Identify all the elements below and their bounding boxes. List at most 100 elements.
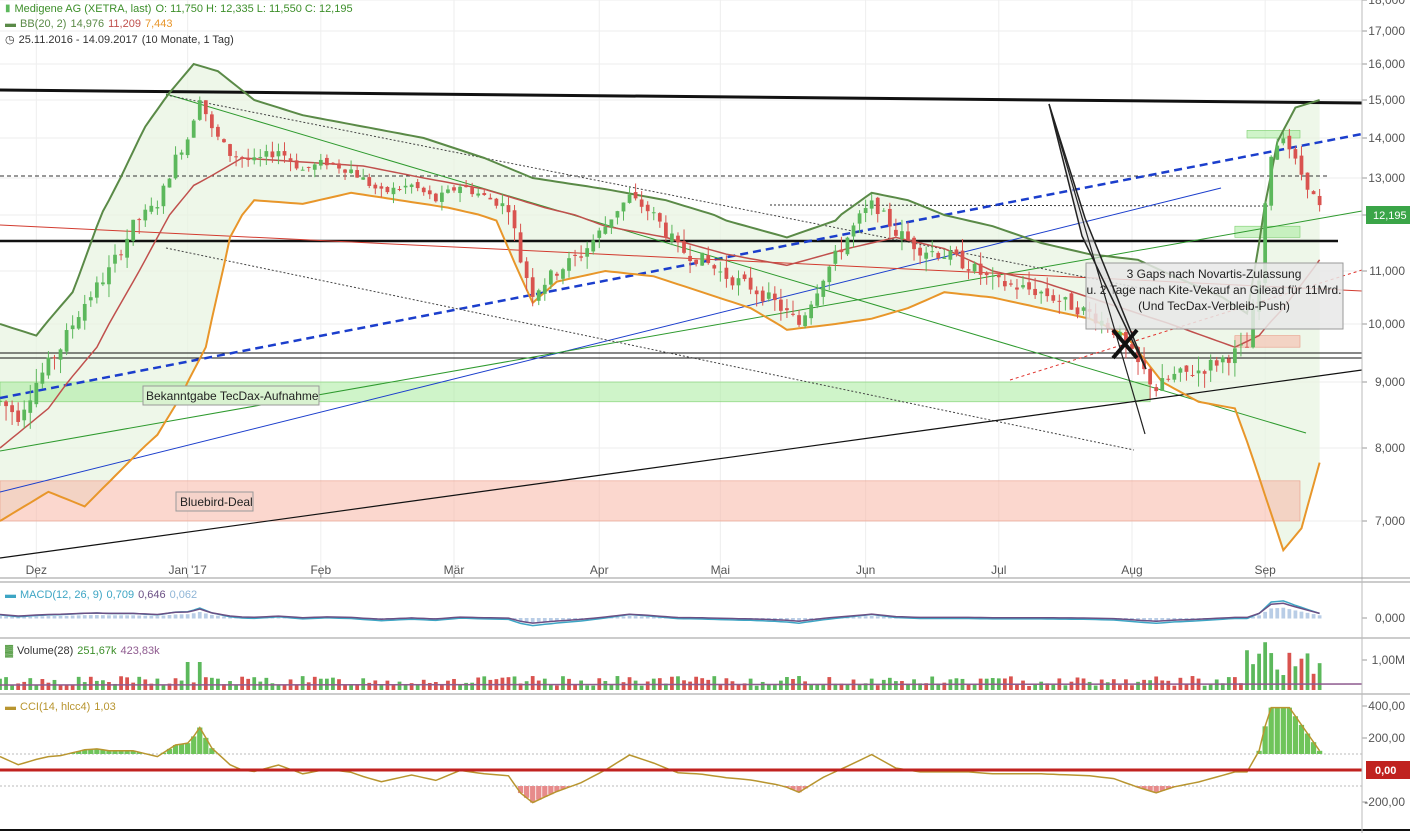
candlestick-series[interactable]: [0, 96, 1322, 429]
macd-histogram-bar: [1299, 611, 1304, 619]
macd-histogram-bar: [1293, 610, 1298, 619]
macd-zero-label: 0,000: [1375, 611, 1405, 625]
candle-body: [603, 226, 608, 234]
candle-body: [1311, 191, 1316, 195]
candle-body: [785, 308, 789, 311]
candle-body: [101, 282, 105, 285]
candle-body: [337, 163, 341, 169]
candle-body: [173, 154, 178, 179]
candle-body: [791, 313, 795, 315]
candle-body: [839, 249, 844, 253]
volume-bar: [621, 682, 626, 690]
volume-bar: [70, 684, 75, 690]
macd-histogram-bar: [797, 618, 801, 622]
candle-body: [433, 193, 438, 202]
downtrend-channel[interactable]: [1048, 103, 1147, 370]
channel-lower-line[interactable]: [1048, 103, 1146, 435]
candle-body: [385, 186, 390, 193]
candle-body: [113, 254, 117, 264]
volume-icon: ▓: [5, 645, 14, 658]
candle-body: [264, 151, 269, 157]
candle-body: [1063, 297, 1068, 300]
volume-bar: [548, 684, 553, 690]
cci-label: CCI(14, hlcc4): [20, 701, 91, 713]
bb-label: BB(20, 2): [20, 18, 67, 30]
macd-v2: 0,646: [138, 589, 166, 601]
gaps-annotation-line1: 3 Gaps nach Novartis-Zulassung: [1127, 267, 1302, 281]
volume-bar: [76, 676, 81, 690]
macd-histogram-bar: [657, 617, 662, 619]
candle-body: [240, 157, 245, 159]
macd-histogram-bar: [1166, 618, 1171, 622]
volume-bar: [906, 683, 910, 690]
volume-bar: [875, 685, 880, 690]
volume-bar: [555, 685, 559, 690]
macd-histogram-bar: [627, 615, 632, 619]
macd-histogram-bar: [155, 616, 160, 619]
price-tick-label: 17,000: [1368, 24, 1405, 38]
macd-histogram-bar: [530, 618, 535, 624]
volume-bar: [772, 685, 777, 690]
candle-body: [1202, 371, 1207, 374]
range-note: (10 Monate, 1 Tag): [141, 34, 234, 46]
volume-ma-line: [0, 683, 1363, 686]
volume-bar: [46, 682, 51, 690]
candle-body: [391, 187, 396, 195]
volume-bar: [1117, 685, 1122, 690]
macd-histogram-bar: [869, 615, 874, 619]
macd-histogram-bar: [542, 618, 547, 623]
macd-histogram-bar: [270, 617, 275, 619]
macd-histogram-bar: [851, 617, 856, 619]
price-tick-label: 8,000: [1375, 441, 1405, 455]
candle-body: [1293, 149, 1298, 159]
cci-tick-label: 200,00: [1368, 731, 1405, 745]
time-tick-label: Sep: [1254, 563, 1276, 577]
candle-body: [34, 382, 39, 405]
candle-body: [1075, 307, 1080, 315]
macd-histogram-bar: [1148, 618, 1153, 622]
candle-body: [476, 193, 481, 196]
candle-body: [440, 192, 444, 202]
candle-body: [887, 208, 892, 227]
candle-body: [125, 238, 129, 258]
macd-histogram-bar: [161, 615, 166, 619]
cci-icon: ▬: [5, 701, 16, 714]
time-tick-label: Aug: [1121, 563, 1142, 577]
candle-body: [663, 222, 668, 238]
candle-body: [851, 225, 856, 237]
macd-v1: 0,709: [106, 589, 135, 601]
macd-histogram-bar: [216, 615, 220, 619]
volume-bar: [1299, 658, 1304, 690]
candle-body: [185, 139, 190, 156]
candle-body: [700, 252, 705, 266]
volume-bar: [264, 677, 269, 690]
volume-bar: [300, 676, 305, 690]
candle-body: [657, 213, 662, 222]
macd-histogram-bar: [548, 618, 553, 622]
macd-histogram-bar: [1269, 608, 1274, 619]
macd-histogram-bar: [881, 616, 886, 619]
macd-histogram-bar: [621, 616, 626, 619]
candle-body: [1190, 374, 1195, 376]
candle-body: [161, 185, 166, 207]
price-tick-label: 11,000: [1369, 264, 1405, 278]
volume-bar: [1184, 683, 1189, 690]
volume-tick-label: 1,00M: [1372, 653, 1405, 667]
volume-bar: [718, 683, 723, 690]
candle-body: [524, 261, 529, 279]
candle-body: [688, 255, 692, 262]
gaps-annotation-line3: (Und TecDax-Verbleib-Push): [1138, 299, 1290, 313]
volume-bar: [1281, 675, 1286, 690]
volume-bar: [482, 676, 487, 690]
macd-histogram-bar: [0, 616, 2, 619]
candle-body: [548, 270, 553, 285]
cci-line: [0, 706, 1321, 804]
candle-body: [633, 192, 638, 199]
candle-body: [730, 277, 735, 286]
volume-bar: [203, 677, 208, 690]
candle-body: [312, 164, 317, 170]
candle-body: [1033, 288, 1037, 296]
macd-v3: 0,062: [169, 589, 198, 601]
candle-body: [954, 249, 959, 255]
